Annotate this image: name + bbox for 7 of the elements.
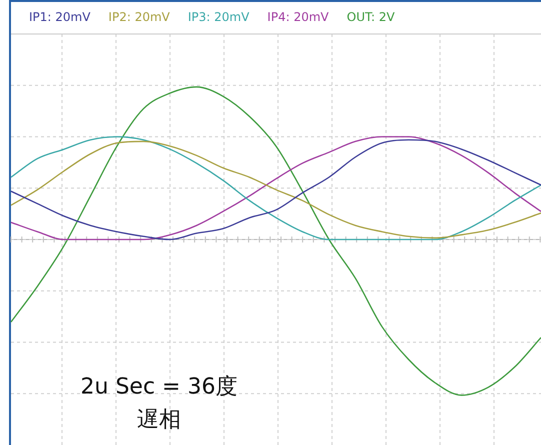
text: 遅相 bbox=[137, 408, 181, 433]
text: IP3: 20mV bbox=[188, 10, 250, 24]
text: OUT: 2V bbox=[346, 10, 396, 24]
text: IP1: 20mV bbox=[29, 10, 92, 24]
annotation: 2u Sec = 36度 bbox=[80, 374, 238, 400]
text: IP4: 20mV bbox=[267, 10, 330, 24]
text: IP2: 20mV bbox=[108, 10, 171, 24]
